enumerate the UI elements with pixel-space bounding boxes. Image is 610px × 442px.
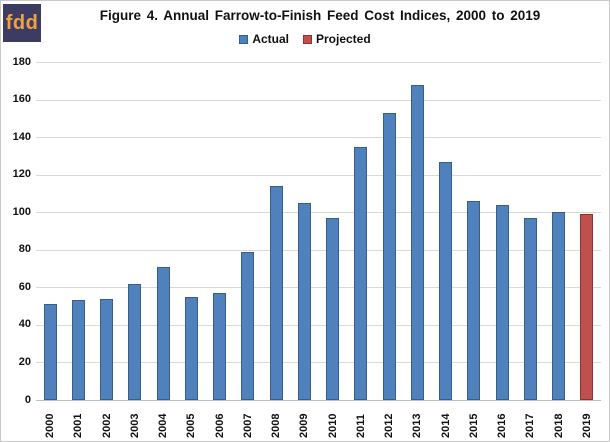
bar-2014 bbox=[439, 161, 453, 400]
bar-2016 bbox=[495, 204, 509, 400]
bar-2009 bbox=[297, 202, 311, 400]
x-tick-label: 2009 bbox=[298, 413, 311, 438]
bar-2001 bbox=[71, 300, 85, 400]
x-tick-label: 2000 bbox=[44, 413, 57, 438]
gridline bbox=[36, 287, 601, 289]
x-axis-line bbox=[36, 400, 601, 401]
x-tick-label: 2018 bbox=[552, 413, 565, 438]
x-tick-label: 2002 bbox=[100, 413, 113, 438]
bar-2018 bbox=[552, 212, 566, 400]
y-tick-label: 80 bbox=[18, 243, 31, 256]
x-tick-label: 2015 bbox=[467, 413, 480, 438]
y-tick-label: 180 bbox=[12, 55, 31, 68]
x-tick-label: 2014 bbox=[439, 413, 452, 438]
gridline bbox=[36, 324, 601, 326]
gridline bbox=[36, 249, 601, 251]
y-tick-label: 100 bbox=[12, 205, 31, 218]
legend-label-actual: Actual bbox=[252, 32, 289, 46]
y-axis-labels: 0 20 40 60 80 100 120 140 160 180 bbox=[1, 56, 31, 406]
x-tick-label: 2016 bbox=[496, 413, 509, 438]
bar-2012 bbox=[382, 112, 396, 400]
fdd-logo: fdd bbox=[3, 4, 41, 42]
bar-2008 bbox=[269, 185, 283, 400]
projected-swatch-icon bbox=[303, 34, 312, 44]
x-tick-label: 2017 bbox=[524, 413, 537, 438]
bar-2015 bbox=[467, 200, 481, 400]
bar-2002 bbox=[100, 298, 114, 400]
y-tick-label: 140 bbox=[12, 130, 31, 143]
y-tick-label: 60 bbox=[18, 280, 31, 293]
x-tick-label: 2012 bbox=[383, 413, 396, 438]
x-tick-label: 2013 bbox=[411, 413, 424, 438]
bar-2017 bbox=[523, 217, 537, 400]
legend-label-projected: Projected bbox=[316, 32, 371, 46]
gridline bbox=[36, 62, 601, 63]
x-tick-label: 2001 bbox=[72, 413, 85, 438]
bar-2000 bbox=[43, 304, 57, 400]
bar-2004 bbox=[156, 266, 170, 400]
bar-2019 bbox=[580, 214, 594, 400]
y-tick-label: 40 bbox=[18, 318, 31, 331]
y-tick-label: 0 bbox=[24, 393, 31, 406]
x-tick-label: 2006 bbox=[213, 413, 226, 438]
x-tick-label: 2010 bbox=[326, 413, 339, 438]
gridline bbox=[36, 212, 601, 214]
gridline bbox=[36, 99, 601, 101]
bar-2005 bbox=[184, 296, 198, 400]
bar-2007 bbox=[241, 251, 255, 400]
bar-2003 bbox=[128, 283, 142, 400]
figure-title: Figure 4. Annual Farrow-to-Finish Feed C… bbox=[99, 8, 541, 23]
x-tick-label: 2005 bbox=[185, 413, 198, 438]
actual-swatch-icon bbox=[239, 34, 249, 44]
bar-2011 bbox=[354, 146, 368, 400]
x-tick-label: 2011 bbox=[354, 414, 367, 438]
gridline bbox=[36, 174, 601, 176]
gridline bbox=[36, 362, 601, 364]
x-axis-labels: 2000 2001 2002 2003 2004 2005 2006 2007 2008 2009… bbox=[36, 404, 601, 440]
bar-2013 bbox=[410, 84, 424, 400]
x-tick-label: 2007 bbox=[241, 413, 254, 438]
legend-item-actual: Actual bbox=[239, 32, 289, 46]
gridline bbox=[36, 137, 601, 139]
x-tick-label: 2008 bbox=[270, 413, 283, 438]
bar-2006 bbox=[213, 292, 227, 400]
y-tick-label: 160 bbox=[12, 93, 31, 106]
legend-item-projected: Projected bbox=[303, 32, 371, 46]
legend: Actual Projected bbox=[1, 32, 609, 46]
x-tick-label: 2004 bbox=[157, 413, 170, 438]
x-tick-label: 2019 bbox=[580, 413, 593, 438]
bar-2010 bbox=[326, 217, 340, 400]
y-tick-label: 20 bbox=[18, 355, 31, 368]
y-tick-label: 120 bbox=[12, 168, 31, 181]
fdd-logo-text: fdd bbox=[5, 11, 39, 34]
x-tick-label: 2003 bbox=[128, 413, 141, 438]
plot-area bbox=[36, 62, 601, 401]
